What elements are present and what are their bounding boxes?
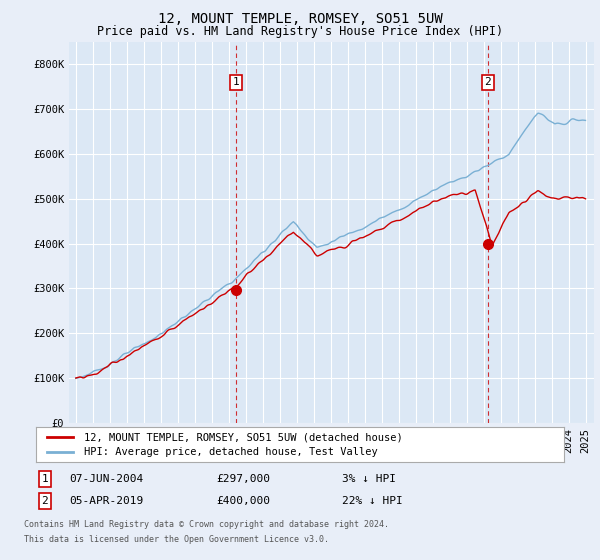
Text: This data is licensed under the Open Government Licence v3.0.: This data is licensed under the Open Gov… bbox=[24, 535, 329, 544]
Text: 2: 2 bbox=[485, 77, 491, 87]
Text: 12, MOUNT TEMPLE, ROMSEY, SO51 5UW: 12, MOUNT TEMPLE, ROMSEY, SO51 5UW bbox=[158, 12, 442, 26]
Text: 12, MOUNT TEMPLE, ROMSEY, SO51 5UW (detached house): 12, MOUNT TEMPLE, ROMSEY, SO51 5UW (deta… bbox=[83, 432, 402, 442]
Text: 3% ↓ HPI: 3% ↓ HPI bbox=[342, 474, 396, 484]
Text: HPI: Average price, detached house, Test Valley: HPI: Average price, detached house, Test… bbox=[83, 447, 377, 458]
Text: Price paid vs. HM Land Registry's House Price Index (HPI): Price paid vs. HM Land Registry's House … bbox=[97, 25, 503, 38]
Text: 05-APR-2019: 05-APR-2019 bbox=[69, 496, 143, 506]
Text: 2: 2 bbox=[41, 496, 49, 506]
Text: £400,000: £400,000 bbox=[216, 496, 270, 506]
Text: 1: 1 bbox=[233, 77, 239, 87]
Text: £297,000: £297,000 bbox=[216, 474, 270, 484]
Text: 1: 1 bbox=[41, 474, 49, 484]
Text: Contains HM Land Registry data © Crown copyright and database right 2024.: Contains HM Land Registry data © Crown c… bbox=[24, 520, 389, 529]
Text: 07-JUN-2004: 07-JUN-2004 bbox=[69, 474, 143, 484]
Text: 22% ↓ HPI: 22% ↓ HPI bbox=[342, 496, 403, 506]
